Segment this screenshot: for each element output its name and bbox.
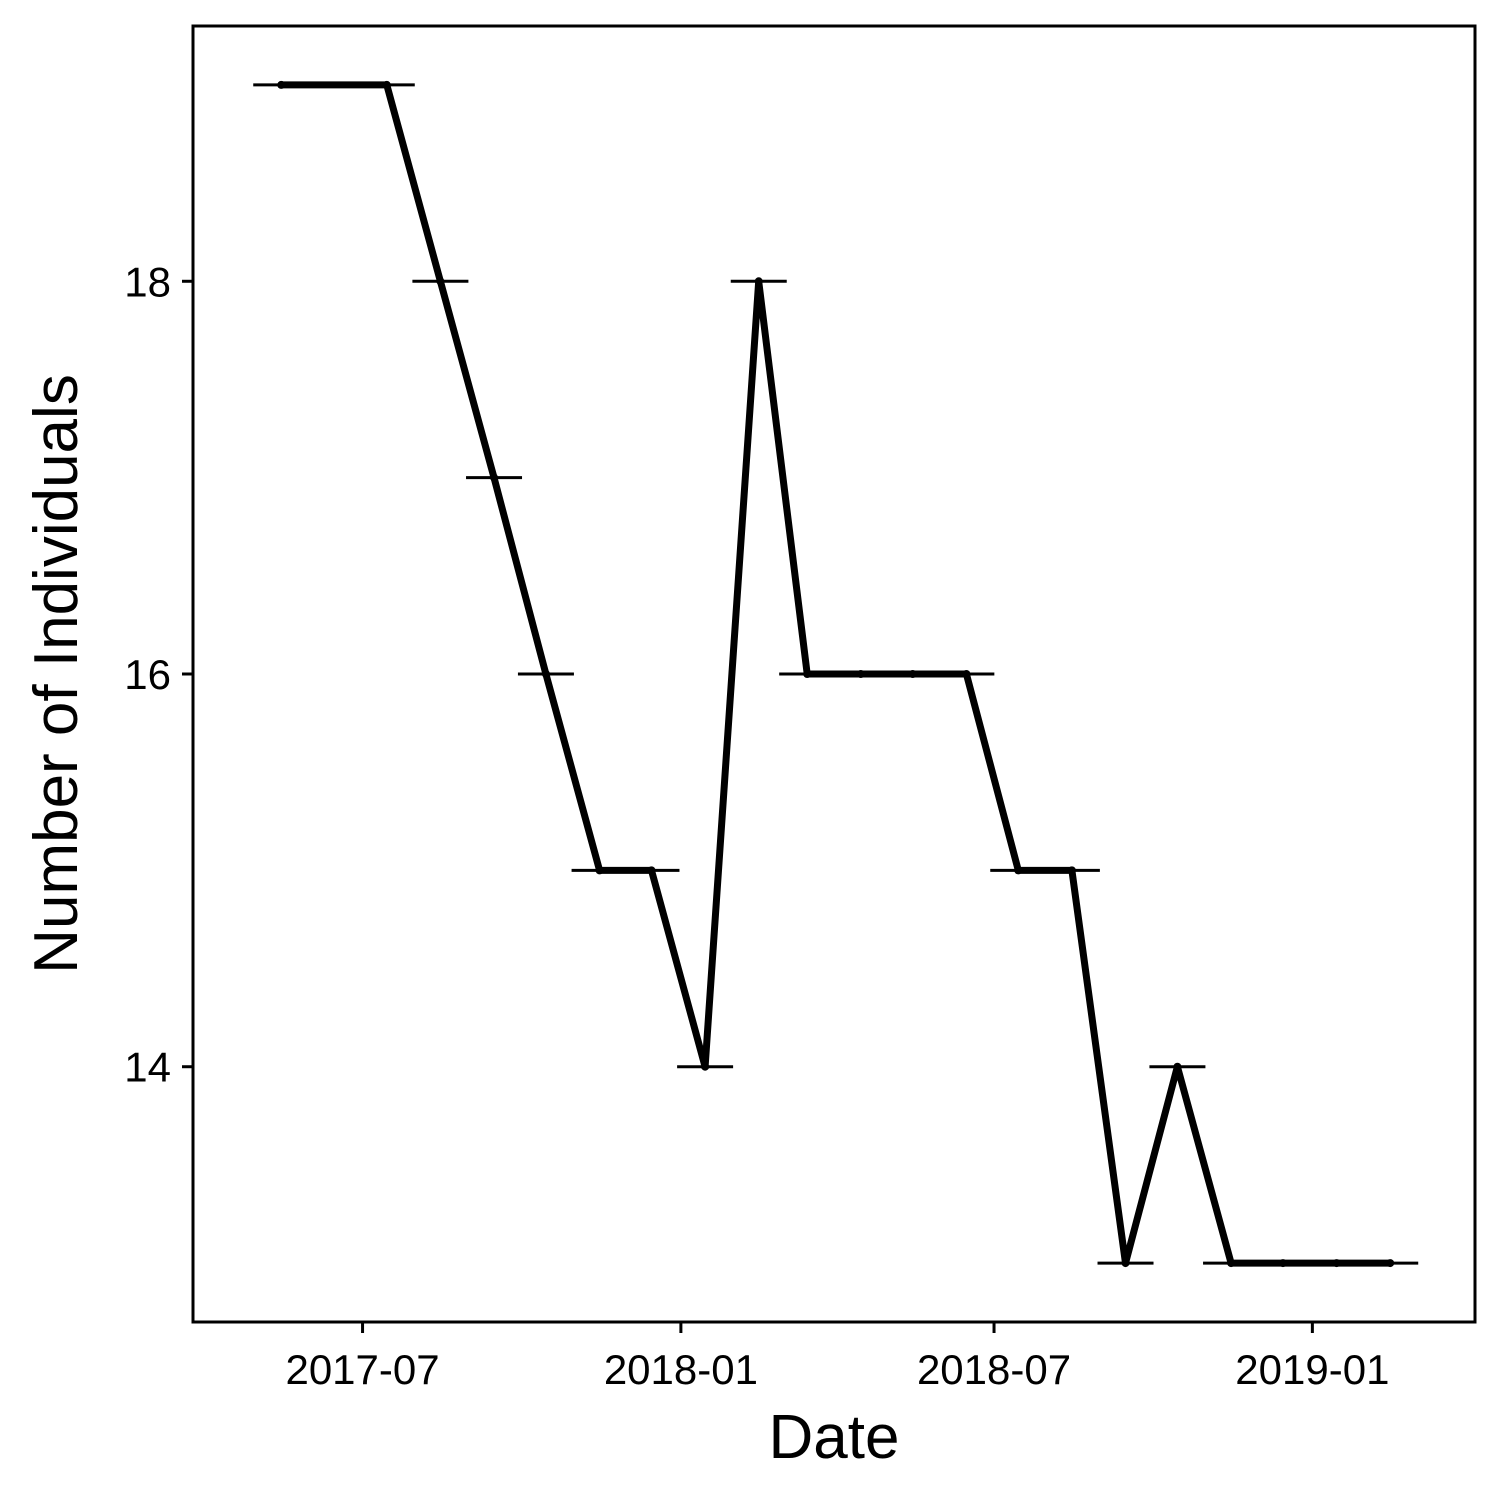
data-point: [1067, 866, 1076, 875]
x-axis: 2017-07 2018-01 2018-07 2019-01: [285, 1322, 1389, 1393]
data-point: [908, 670, 917, 678]
data-point: [1332, 1259, 1341, 1268]
data-point: [277, 80, 286, 89]
data-point: [803, 670, 812, 678]
data-point: [490, 473, 499, 482]
data-point: [1227, 1259, 1236, 1268]
y-axis-title: Number of Individuals: [22, 374, 91, 974]
data-point: [1121, 1259, 1130, 1268]
data-point: [382, 80, 391, 89]
data-point: [754, 277, 763, 286]
data-point: [595, 866, 604, 875]
data-point: [647, 866, 656, 875]
x-axis-title: Date: [769, 1403, 900, 1472]
y-tick-label: 14: [124, 1044, 171, 1091]
data-point: [701, 1062, 710, 1071]
y-tick-label: 18: [124, 258, 171, 305]
data-point: [436, 277, 445, 286]
data-point: [541, 670, 550, 678]
data-point: [1014, 866, 1023, 875]
data-point: [1278, 1259, 1287, 1268]
x-tick-label: 2019-01: [1235, 1346, 1389, 1393]
x-tick-label: 2018-07: [917, 1346, 1071, 1393]
x-tick-label: 2018-01: [604, 1346, 758, 1393]
y-axis: 14 16 18: [124, 258, 193, 1091]
x-tick-label: 2017-07: [285, 1346, 439, 1393]
data-points: [277, 80, 1395, 1268]
data-point: [856, 670, 865, 678]
data-point: [1173, 1062, 1182, 1071]
data-point: [1386, 1259, 1395, 1268]
y-tick-label: 16: [124, 651, 171, 698]
data-point: [962, 670, 971, 678]
